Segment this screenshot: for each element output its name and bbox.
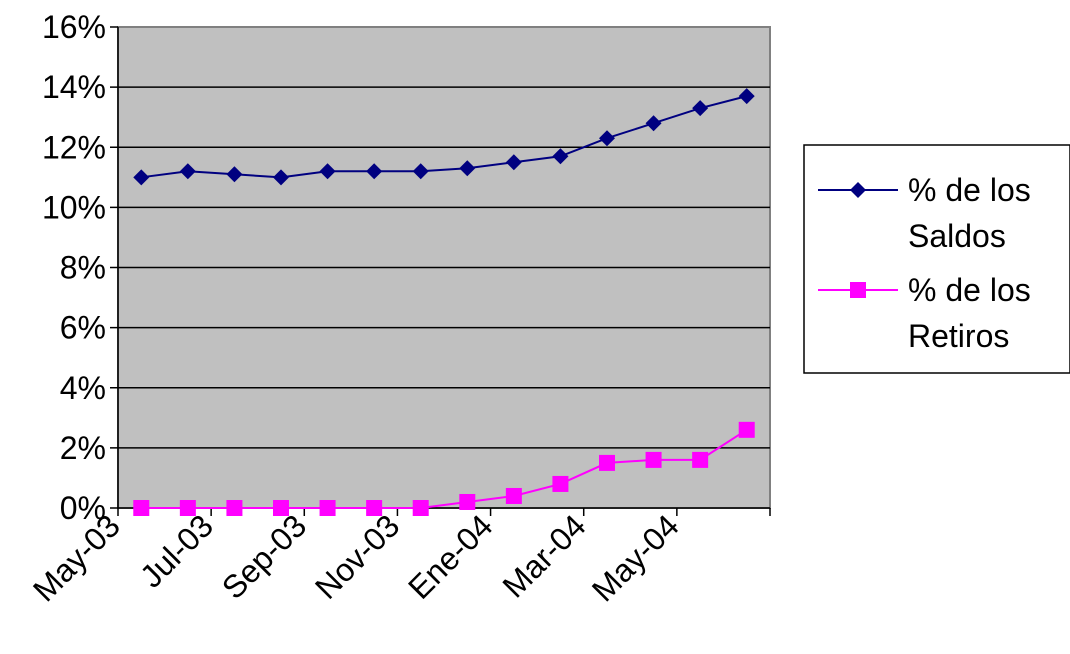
data-point-diamond <box>226 166 243 183</box>
data-point-square <box>366 500 383 516</box>
data-point-diamond <box>599 130 615 147</box>
legend-label: % de los <box>908 172 1031 208</box>
data-point-square <box>273 500 289 516</box>
data-point-diamond <box>319 163 336 180</box>
data-point-square <box>738 421 755 438</box>
y-tick-label: 14% <box>42 69 106 105</box>
y-tick-label: 16% <box>42 9 106 45</box>
data-point-square <box>645 451 662 468</box>
y-tick-label: 10% <box>42 189 106 225</box>
data-point-square <box>552 475 569 492</box>
data-point-square <box>692 451 709 468</box>
legend-marker-diamond <box>850 182 866 198</box>
legend-label: % de los <box>908 272 1031 308</box>
data-point-square <box>505 487 522 504</box>
data-point-square <box>319 500 336 516</box>
data-point-square <box>179 500 196 516</box>
y-tick-label: 12% <box>42 129 106 165</box>
data-point-diamond <box>505 154 522 171</box>
data-point-diamond <box>412 163 429 180</box>
y-tick-label: 6% <box>60 310 106 346</box>
x-tick-label: Mar-04 <box>496 507 593 604</box>
legend-box <box>803 144 1070 374</box>
y-tick-label: 4% <box>60 370 106 406</box>
data-point-square <box>599 454 615 471</box>
legend-label: Retiros <box>908 318 1009 354</box>
data-point-diamond <box>133 169 150 186</box>
series-2 <box>133 421 755 516</box>
legend-label: Saldos <box>908 218 1006 254</box>
data-point-square <box>459 493 476 510</box>
y-tick-label: 2% <box>60 430 106 466</box>
x-tick-label: Ene-04 <box>401 507 499 605</box>
y-tick-label: 0% <box>60 490 106 526</box>
y-tick-label: 8% <box>60 250 106 286</box>
data-point-diamond <box>692 100 709 117</box>
data-point-diamond <box>179 163 196 180</box>
data-point-diamond <box>645 115 662 132</box>
series-1 <box>133 88 755 186</box>
data-point-diamond <box>273 169 289 186</box>
x-tick-label: Sep-03 <box>215 507 313 605</box>
legend-entry-1: % de los Saldos <box>818 172 1031 254</box>
x-tick-label: Nov-03 <box>308 507 406 605</box>
series-line <box>141 95 747 179</box>
data-point-diamond <box>459 160 476 177</box>
data-point-square <box>133 500 150 516</box>
data-point-square <box>412 500 429 516</box>
legend-entry-2: % de los Retiros <box>818 272 1031 354</box>
x-tick-label: Jul-03 <box>133 507 220 594</box>
data-point-diamond <box>738 88 755 105</box>
data-point-square <box>226 500 243 516</box>
data-point-diamond <box>366 163 383 180</box>
x-tick-label: May-04 <box>585 507 686 608</box>
data-point-diamond <box>552 148 569 165</box>
legend-marker-square <box>850 282 866 298</box>
